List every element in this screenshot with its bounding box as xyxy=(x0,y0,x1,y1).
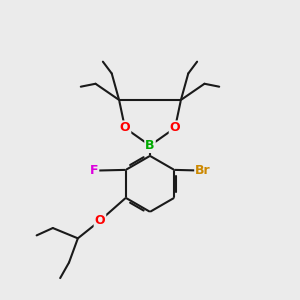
Text: F: F xyxy=(90,164,98,177)
Text: O: O xyxy=(120,122,130,134)
Text: Br: Br xyxy=(195,164,211,177)
Text: O: O xyxy=(170,122,180,134)
Text: O: O xyxy=(94,214,105,227)
Text: B: B xyxy=(145,139,155,152)
